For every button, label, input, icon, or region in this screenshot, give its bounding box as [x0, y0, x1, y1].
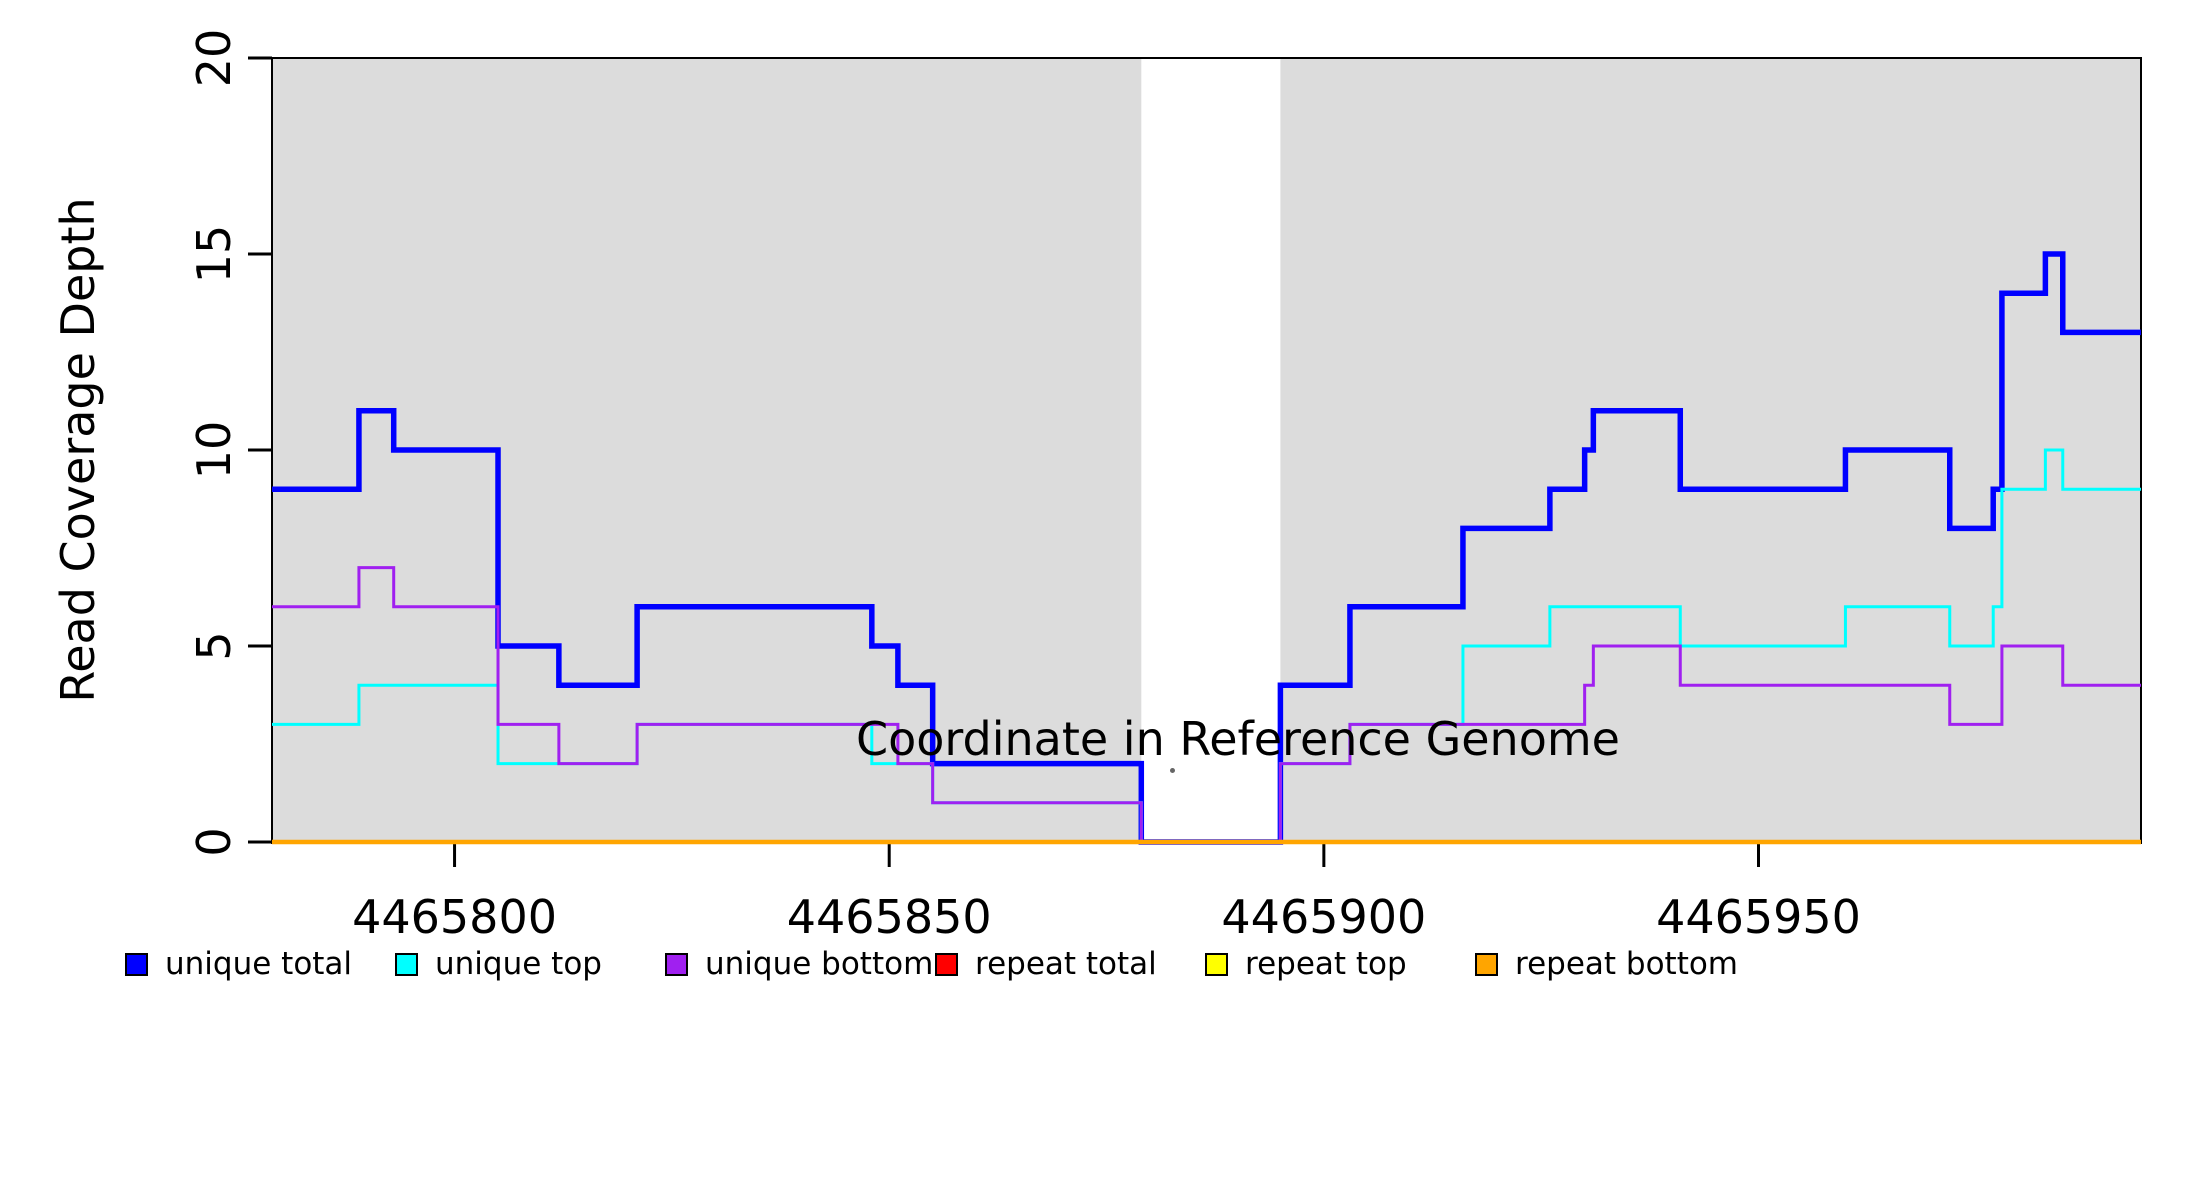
- legend-item-repeat-bottom: repeat bottom: [1475, 946, 1738, 982]
- x-axis-tick-label: 4465900: [1221, 890, 1426, 944]
- y-axis-tick-label: 15: [187, 225, 241, 284]
- legend-item-repeat-total: repeat total: [935, 946, 1157, 982]
- x-axis-tick-label: 4465800: [352, 890, 557, 944]
- legend-label: unique bottom: [705, 946, 934, 982]
- legend-label: repeat total: [975, 946, 1157, 982]
- legend-label: unique total: [165, 946, 353, 982]
- legend-item-repeat-top: repeat top: [1205, 946, 1407, 982]
- y-axis-tick-label: 20: [187, 29, 241, 88]
- x-axis-tick-label: 4465950: [1656, 890, 1861, 944]
- x-axis-tick-label: 4465850: [787, 890, 992, 944]
- legend-item-unique-bottom: unique bottom: [665, 946, 933, 982]
- series-unique-total-line: [272, 251, 2141, 845]
- y-axis-tick-label: 5: [187, 631, 241, 660]
- legend-label: repeat bottom: [1515, 946, 1739, 982]
- legend-item-unique-total: unique total: [125, 946, 352, 982]
- legend-swatch: [935, 952, 958, 976]
- stray-dot: [1170, 768, 1175, 773]
- y-axis-tick-label: 10: [187, 421, 241, 480]
- legend-swatch: [665, 952, 688, 976]
- legend-swatch: [1475, 952, 1498, 976]
- y-axis-title: Read Coverage Depth: [51, 197, 105, 703]
- legend-swatch: [125, 952, 148, 976]
- legend-label: unique top: [435, 946, 602, 982]
- y-axis-tick-label: 0: [187, 827, 241, 856]
- legend-label: repeat top: [1245, 946, 1407, 982]
- legend-item-unique-top: unique top: [395, 946, 602, 982]
- x-axis-title: Coordinate in Reference Genome: [856, 712, 1620, 766]
- plot-shaded-region: [1280, 58, 2141, 843]
- legend-swatch: [1205, 952, 1228, 976]
- legend-swatch: [395, 952, 418, 976]
